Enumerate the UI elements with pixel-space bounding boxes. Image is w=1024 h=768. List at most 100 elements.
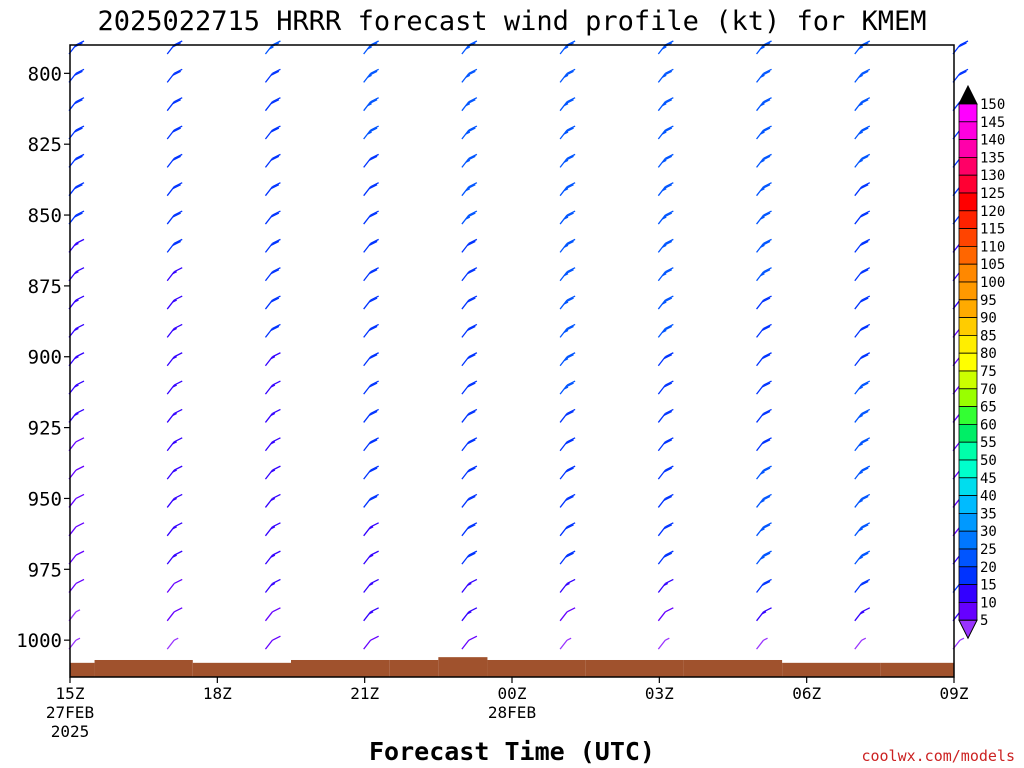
wind-barb — [756, 210, 772, 225]
barb-flag-10kt — [565, 240, 574, 246]
barb-flag-5kt — [858, 74, 863, 78]
barb-flag-5kt — [367, 46, 372, 50]
wind-barb — [854, 578, 871, 593]
barb-flag-10kt — [565, 439, 574, 445]
barb-flag-10kt — [173, 267, 183, 273]
barb-flag-5kt — [760, 471, 765, 475]
barb-flag-10kt — [566, 295, 576, 301]
x-tick-label: 27FEB — [46, 703, 94, 722]
colorbar-swatch — [958, 388, 978, 407]
barb-flag-10kt — [861, 238, 871, 244]
wind-barb — [461, 352, 478, 367]
colorbar-label: 135 — [980, 150, 1005, 166]
barb-shaft — [363, 639, 372, 650]
y-tick-label: 825 — [28, 134, 62, 156]
wind-barb — [559, 465, 576, 480]
barb-flag-10kt — [861, 210, 871, 216]
wind-barb — [854, 465, 871, 480]
wind-barb — [166, 522, 183, 537]
wind-barb — [854, 238, 871, 253]
barb-flag-5kt — [760, 556, 765, 560]
colorbar-swatch — [958, 423, 978, 443]
barb-flag-10kt — [370, 408, 379, 415]
barb-flag-5kt — [467, 611, 472, 615]
wind-barb — [68, 522, 85, 537]
barb-flag-10kt — [565, 467, 574, 473]
barb-flag-10kt — [565, 70, 574, 76]
wind-barb — [166, 578, 183, 593]
wind-barb — [461, 323, 478, 338]
barb-flag-10kt — [663, 552, 673, 558]
wind-barb — [68, 125, 85, 140]
wind-barb — [461, 267, 478, 282]
barb-flag-10kt — [468, 522, 478, 528]
wind-barb — [68, 323, 85, 338]
wind-barb — [657, 97, 674, 112]
barb-flag-10kt — [468, 210, 478, 216]
wind-barb — [559, 352, 576, 367]
barb-flag-10kt — [75, 295, 85, 301]
wind-barb — [461, 522, 478, 537]
wind-barb — [559, 153, 576, 168]
wind-barb — [559, 210, 576, 225]
colorbar-label: 150 — [980, 97, 1005, 113]
barb-flag-10kt — [75, 408, 85, 415]
barb-flag-10kt — [859, 269, 869, 275]
barb-flag-10kt — [566, 153, 576, 159]
barb-flag-10kt — [272, 493, 281, 500]
wind-barb — [461, 550, 478, 565]
x-tick-label: 09Z — [940, 684, 969, 703]
chart-title: 2025022715 HRRR forecast wind profile (k… — [97, 6, 926, 37]
barb-flag-10kt — [763, 153, 772, 159]
barb-flag-5kt — [665, 637, 670, 641]
barb-flag-10kt — [368, 240, 378, 246]
barb-flag-10kt — [565, 495, 574, 502]
barb-flag-5kt — [172, 526, 177, 530]
ground-segment — [487, 659, 586, 677]
barb-flag-5kt — [760, 244, 765, 248]
barb-flag-5kt — [172, 299, 177, 303]
barb-flag-10kt — [665, 465, 674, 471]
barb-flag-10kt — [74, 184, 83, 190]
barb-flag-10kt — [566, 408, 576, 415]
wind-barb — [657, 210, 674, 225]
barb-flag-10kt — [272, 352, 281, 358]
wind-barb — [68, 267, 85, 282]
barb-flag-10kt — [173, 238, 183, 244]
barb-flag-5kt — [566, 637, 572, 641]
barb-flag-5kt — [760, 499, 765, 503]
wind-barb — [657, 153, 674, 168]
barb-shaft — [166, 583, 175, 593]
barb-flag-5kt — [563, 159, 569, 163]
wind-barb — [657, 493, 674, 508]
barb-flag-5kt — [270, 526, 276, 530]
barb-flag-10kt — [272, 97, 281, 103]
barb-flag-5kt — [465, 131, 471, 135]
wind-barb — [68, 437, 85, 452]
barb-flag-10kt — [468, 578, 478, 585]
barb-shaft — [756, 639, 765, 650]
barb-flag-10kt — [75, 550, 85, 556]
wind-barb — [68, 465, 85, 480]
barb-flag-10kt — [763, 408, 772, 415]
barb-flag-10kt — [173, 210, 183, 216]
wind-barb — [854, 68, 871, 83]
wind-barb — [854, 637, 867, 650]
wind-barb — [461, 437, 478, 452]
barb-flag-5kt — [172, 271, 177, 275]
barb-flag-10kt — [663, 99, 673, 105]
barb-flag-10kt — [859, 99, 869, 105]
barb-flag-5kt — [663, 582, 669, 587]
barb-flag-10kt — [75, 352, 85, 358]
y-tick-label: 925 — [28, 418, 62, 440]
wind-barb — [559, 182, 576, 197]
ground-segment — [70, 662, 95, 677]
barb-flag-10kt — [959, 40, 969, 46]
wind-barb — [756, 352, 772, 367]
wind-barb — [461, 578, 478, 593]
barb-flag-5kt — [368, 554, 374, 558]
barb-flag-10kt — [172, 99, 181, 105]
colorbar-label: 5 — [980, 613, 988, 629]
x-tick-label: 15Z — [56, 684, 85, 703]
wind-barb — [756, 323, 772, 338]
